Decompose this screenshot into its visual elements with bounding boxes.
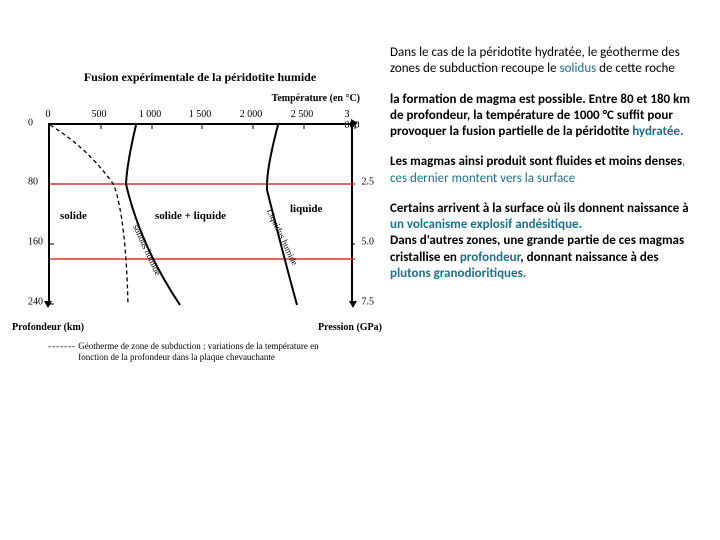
legend-symbol: -------	[48, 341, 76, 352]
x-axis-title: Température (en °C)	[272, 93, 360, 104]
y-right-label: Pression (GPa)	[318, 322, 382, 333]
paragraph-2: la formation de magma est possible. Entr…	[390, 92, 700, 141]
x-tick: 500	[92, 109, 107, 120]
x-tick: 1 000	[139, 109, 162, 120]
y-left-label: Profondeur (km)	[12, 322, 84, 333]
region-liquide: liquide	[290, 203, 322, 215]
arrow-right-icon	[351, 119, 358, 127]
paragraph-1: Dans le cas de la péridotite hydratée, l…	[390, 45, 700, 78]
legend-line1: Géotherme de zone de subduction : variat…	[78, 341, 318, 351]
region-solide: solide	[60, 210, 87, 222]
x-tick: 0	[46, 109, 51, 120]
y-left-tick: 80	[28, 177, 38, 188]
y-right-tick: 7.5	[362, 297, 375, 308]
paragraph-4: Certains arrivent à la surface où ils do…	[390, 201, 700, 282]
y-right-tick: 2.5	[362, 177, 375, 188]
y-left-tick: 160	[28, 237, 43, 248]
arrow-downright-icon	[349, 301, 357, 308]
y-left-tick: 240	[28, 297, 43, 308]
y-left-tick: 0	[28, 118, 33, 129]
x-tick: 2 000	[240, 109, 263, 120]
x-tick: 2 500	[291, 109, 314, 120]
text-panel: Dans le cas de la péridotite hydratée, l…	[380, 0, 720, 540]
chart-title: Fusion expérimentale de la péridotite hu…	[30, 70, 370, 85]
paragraph-3: Les magmas ainsi produit sont fluides et…	[390, 154, 700, 187]
plot-frame: solide solide + liquide liquide solidus …	[48, 123, 353, 303]
region-sl: solide + liquide	[155, 210, 226, 222]
y-right-tick: 5.0	[362, 237, 375, 248]
chart-area: Température (en °C) 0 500 1 000 1 500 2 …	[30, 93, 370, 363]
chart-panel: Fusion expérimentale de la péridotite hu…	[0, 0, 380, 540]
legend-line2: fonction de la profondeur dans la plaque…	[78, 352, 275, 362]
arrow-downleft-icon	[44, 301, 52, 308]
x-tick: 1 500	[189, 109, 212, 120]
legend: ------- Géotherme de zone de subduction …	[48, 341, 319, 363]
